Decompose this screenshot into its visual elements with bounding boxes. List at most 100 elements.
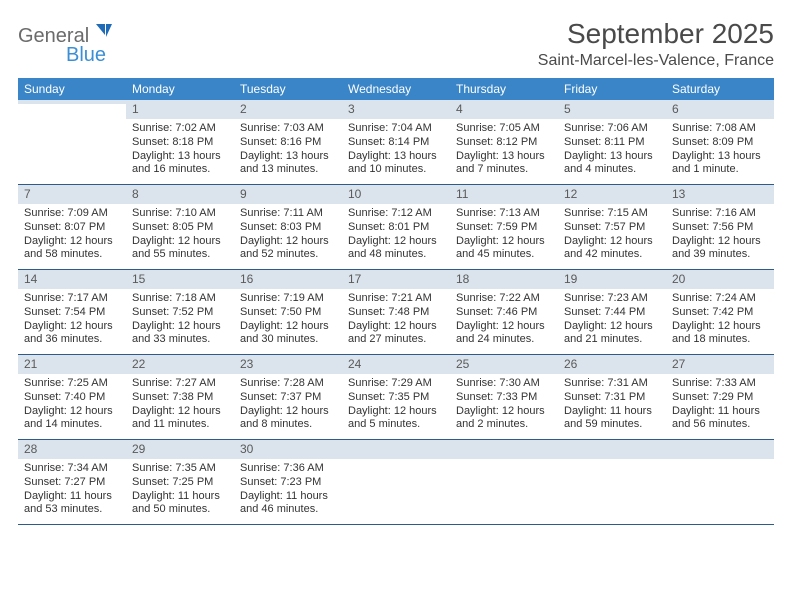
title-block: September 2025 Saint-Marcel-les-Valence,…	[538, 18, 774, 70]
daylight-text: Daylight: 12 hours and 36 minutes.	[24, 320, 120, 348]
sunrise-text: Sunrise: 7:28 AM	[240, 377, 336, 391]
day-cell: 16Sunrise: 7:19 AMSunset: 7:50 PMDayligh…	[234, 270, 342, 354]
daylight-text: Daylight: 13 hours and 10 minutes.	[348, 150, 444, 178]
day-body: Sunrise: 7:11 AMSunset: 8:03 PMDaylight:…	[234, 204, 342, 267]
day-number: 11	[450, 185, 558, 204]
daylight-text: Daylight: 13 hours and 16 minutes.	[132, 150, 228, 178]
day-cell: 20Sunrise: 7:24 AMSunset: 7:42 PMDayligh…	[666, 270, 774, 354]
daylight-text: Daylight: 12 hours and 2 minutes.	[456, 405, 552, 433]
day-cell: 8Sunrise: 7:10 AMSunset: 8:05 PMDaylight…	[126, 185, 234, 269]
header-row: General Blue September 2025 Saint-Marcel…	[18, 18, 774, 70]
weekday-sunday: Sunday	[18, 78, 126, 100]
sunrise-text: Sunrise: 7:17 AM	[24, 292, 120, 306]
week-row: 1 Sunrise: 7:02 AM Sunset: 8:18 PM Dayli…	[18, 100, 774, 185]
daylight-text: Daylight: 11 hours and 50 minutes.	[132, 490, 228, 518]
day-cell: 23Sunrise: 7:28 AMSunset: 7:37 PMDayligh…	[234, 355, 342, 439]
day-body: Sunrise: 7:03 AM Sunset: 8:16 PM Dayligh…	[234, 119, 342, 182]
sunrise-text: Sunrise: 7:10 AM	[132, 207, 228, 221]
day-body: Sunrise: 7:30 AMSunset: 7:33 PMDaylight:…	[450, 374, 558, 437]
day-body: Sunrise: 7:17 AMSunset: 7:54 PMDaylight:…	[18, 289, 126, 352]
day-body: Sunrise: 7:15 AMSunset: 7:57 PMDaylight:…	[558, 204, 666, 267]
sunset-text: Sunset: 7:29 PM	[672, 391, 768, 405]
daylight-text: Daylight: 12 hours and 45 minutes.	[456, 235, 552, 263]
sunset-text: Sunset: 8:12 PM	[456, 136, 552, 150]
brand-logo: General Blue	[18, 18, 112, 65]
sunset-text: Sunset: 7:38 PM	[132, 391, 228, 405]
weekday-thursday: Thursday	[450, 78, 558, 100]
day-body: Sunrise: 7:31 AMSunset: 7:31 PMDaylight:…	[558, 374, 666, 437]
daylight-text: Daylight: 13 hours and 7 minutes.	[456, 150, 552, 178]
day-number: 21	[18, 355, 126, 374]
day-cell: 24Sunrise: 7:29 AMSunset: 7:35 PMDayligh…	[342, 355, 450, 439]
day-number: 5	[558, 100, 666, 119]
sunset-text: Sunset: 8:07 PM	[24, 221, 120, 235]
day-body: Sunrise: 7:08 AM Sunset: 8:09 PM Dayligh…	[666, 119, 774, 182]
day-body: Sunrise: 7:21 AMSunset: 7:48 PMDaylight:…	[342, 289, 450, 352]
day-body: Sunrise: 7:13 AMSunset: 7:59 PMDaylight:…	[450, 204, 558, 267]
sunrise-text: Sunrise: 7:27 AM	[132, 377, 228, 391]
sunrise-text: Sunrise: 7:34 AM	[24, 462, 120, 476]
sunrise-text: Sunrise: 7:04 AM	[348, 122, 444, 136]
day-body: Sunrise: 7:25 AMSunset: 7:40 PMDaylight:…	[18, 374, 126, 437]
location-label: Saint-Marcel-les-Valence, France	[538, 52, 774, 70]
day-number: 26	[558, 355, 666, 374]
sunrise-text: Sunrise: 7:05 AM	[456, 122, 552, 136]
sunrise-text: Sunrise: 7:12 AM	[348, 207, 444, 221]
daylight-text: Daylight: 12 hours and 58 minutes.	[24, 235, 120, 263]
day-cell: 6 Sunrise: 7:08 AM Sunset: 8:09 PM Dayli…	[666, 100, 774, 184]
day-number: .	[342, 440, 450, 459]
sunset-text: Sunset: 8:01 PM	[348, 221, 444, 235]
weekday-monday: Monday	[126, 78, 234, 100]
day-cell: 15Sunrise: 7:18 AMSunset: 7:52 PMDayligh…	[126, 270, 234, 354]
weekday-tuesday: Tuesday	[234, 78, 342, 100]
daylight-text: Daylight: 12 hours and 24 minutes.	[456, 320, 552, 348]
day-number: 9	[234, 185, 342, 204]
day-cell: 18Sunrise: 7:22 AMSunset: 7:46 PMDayligh…	[450, 270, 558, 354]
sunrise-text: Sunrise: 7:30 AM	[456, 377, 552, 391]
weekday-header-row: Sunday Monday Tuesday Wednesday Thursday…	[18, 78, 774, 100]
day-body: Sunrise: 7:28 AMSunset: 7:37 PMDaylight:…	[234, 374, 342, 437]
day-body: Sunrise: 7:06 AM Sunset: 8:11 PM Dayligh…	[558, 119, 666, 182]
sunset-text: Sunset: 7:57 PM	[564, 221, 660, 235]
sunrise-text: Sunrise: 7:24 AM	[672, 292, 768, 306]
daylight-text: Daylight: 13 hours and 13 minutes.	[240, 150, 336, 178]
day-number: .	[666, 440, 774, 459]
calendar-page: General Blue September 2025 Saint-Marcel…	[0, 0, 792, 535]
daylight-text: Daylight: 12 hours and 8 minutes.	[240, 405, 336, 433]
sunset-text: Sunset: 8:11 PM	[564, 136, 660, 150]
month-title: September 2025	[538, 18, 774, 50]
day-body: Sunrise: 7:27 AMSunset: 7:38 PMDaylight:…	[126, 374, 234, 437]
sunset-text: Sunset: 7:42 PM	[672, 306, 768, 320]
daylight-text: Daylight: 11 hours and 53 minutes.	[24, 490, 120, 518]
daylight-text: Daylight: 12 hours and 52 minutes.	[240, 235, 336, 263]
sunset-text: Sunset: 8:09 PM	[672, 136, 768, 150]
sunrise-text: Sunrise: 7:25 AM	[24, 377, 120, 391]
daylight-text: Daylight: 12 hours and 5 minutes.	[348, 405, 444, 433]
day-body: Sunrise: 7:35 AMSunset: 7:25 PMDaylight:…	[126, 459, 234, 522]
day-cell: .	[342, 440, 450, 524]
day-number: 20	[666, 270, 774, 289]
day-number: 3	[342, 100, 450, 119]
day-cell: 12Sunrise: 7:15 AMSunset: 7:57 PMDayligh…	[558, 185, 666, 269]
day-cell: 1 Sunrise: 7:02 AM Sunset: 8:18 PM Dayli…	[126, 100, 234, 184]
day-body: Sunrise: 7:10 AMSunset: 8:05 PMDaylight:…	[126, 204, 234, 267]
daylight-text: Daylight: 12 hours and 55 minutes.	[132, 235, 228, 263]
calendar-grid: Sunday Monday Tuesday Wednesday Thursday…	[18, 78, 774, 525]
sunrise-text: Sunrise: 7:18 AM	[132, 292, 228, 306]
day-number: 14	[18, 270, 126, 289]
day-cell: 30Sunrise: 7:36 AMSunset: 7:23 PMDayligh…	[234, 440, 342, 524]
day-body: Sunrise: 7:16 AMSunset: 7:56 PMDaylight:…	[666, 204, 774, 267]
sunrise-text: Sunrise: 7:21 AM	[348, 292, 444, 306]
daylight-text: Daylight: 12 hours and 14 minutes.	[24, 405, 120, 433]
daylight-text: Daylight: 13 hours and 4 minutes.	[564, 150, 660, 178]
day-body: Sunrise: 7:04 AM Sunset: 8:14 PM Dayligh…	[342, 119, 450, 182]
daylight-text: Daylight: 11 hours and 46 minutes.	[240, 490, 336, 518]
week-row: 21Sunrise: 7:25 AMSunset: 7:40 PMDayligh…	[18, 355, 774, 440]
day-cell: 28Sunrise: 7:34 AMSunset: 7:27 PMDayligh…	[18, 440, 126, 524]
sunrise-text: Sunrise: 7:31 AM	[564, 377, 660, 391]
day-cell: 4 Sunrise: 7:05 AM Sunset: 8:12 PM Dayli…	[450, 100, 558, 184]
week-row: 7Sunrise: 7:09 AMSunset: 8:07 PMDaylight…	[18, 185, 774, 270]
sunset-text: Sunset: 7:56 PM	[672, 221, 768, 235]
day-cell: .	[666, 440, 774, 524]
day-number: .	[450, 440, 558, 459]
